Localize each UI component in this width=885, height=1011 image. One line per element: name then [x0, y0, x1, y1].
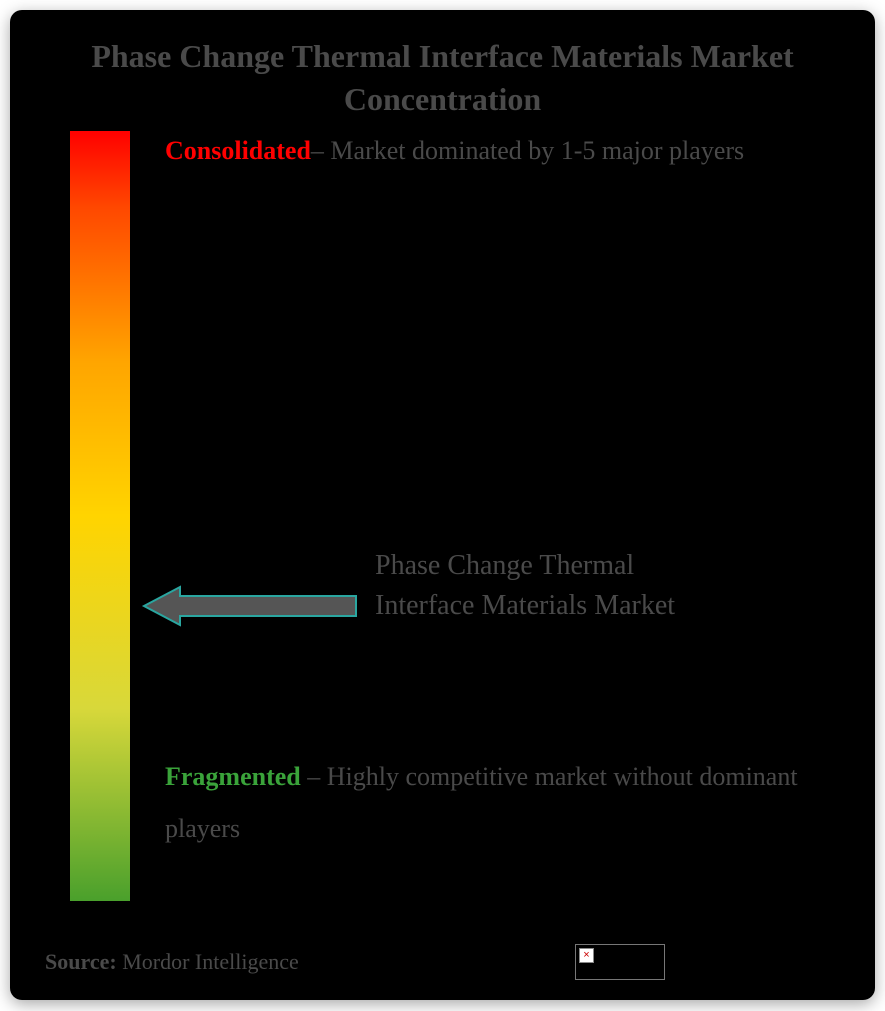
fragmented-lead: Fragmented: [165, 762, 301, 791]
source-footer: Source: Mordor Intelligence: [45, 949, 840, 975]
market-position-label: Phase Change Thermal Interface Materials…: [375, 546, 705, 624]
market-position-arrow: [140, 581, 360, 636]
consolidated-lead: Consolidated: [165, 136, 311, 165]
consolidated-description: Consolidated– Market dominated by 1-5 ma…: [165, 125, 810, 177]
concentration-scale-bar: [70, 131, 130, 901]
consolidated-rest: – Market dominated by 1-5 major players: [311, 136, 744, 165]
infographic-card: Phase Change Thermal Interface Materials…: [10, 10, 875, 1000]
source-label: Source:: [45, 949, 117, 974]
chart-content: Consolidated– Market dominated by 1-5 ma…: [45, 131, 840, 901]
source-value: Mordor Intelligence: [122, 949, 299, 974]
broken-image-icon: ×: [579, 948, 594, 963]
chart-title: Phase Change Thermal Interface Materials…: [45, 35, 840, 121]
fragmented-description: Fragmented – Highly competitive market w…: [165, 751, 810, 855]
left-arrow-icon: [140, 581, 360, 631]
broken-image-placeholder: ×: [575, 944, 665, 980]
